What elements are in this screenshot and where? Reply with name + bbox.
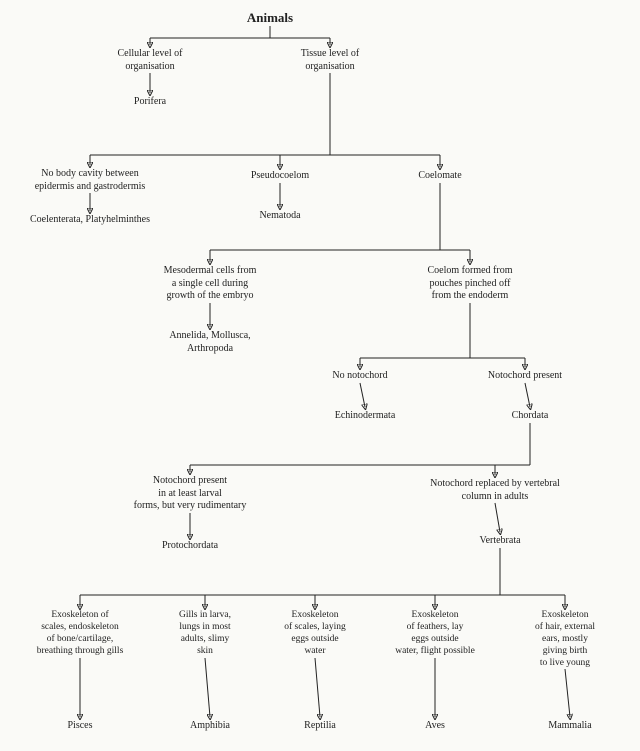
node-echino: Echinodermata bbox=[310, 410, 420, 423]
node-coelomate: Coelomate bbox=[400, 170, 480, 183]
node-chordata: Chordata bbox=[490, 410, 570, 423]
node-vertebrata: Vertebrata bbox=[455, 535, 545, 548]
node-v5: Exoskeletonof hair, externalears, mostly… bbox=[505, 610, 625, 669]
node-tissue: Tissue level oforganisation bbox=[270, 48, 390, 73]
node-v3: Exoskeletonof scales, layingeggs outside… bbox=[265, 610, 365, 658]
node-nematoda: Nematoda bbox=[240, 210, 320, 223]
node-pseudo: Pseudocoelom bbox=[230, 170, 330, 183]
node-notopresent: Notochord present bbox=[460, 370, 590, 383]
node-ann_mol_arth: Annelida, Mollusca,Arthropoda bbox=[145, 330, 275, 355]
node-protochordata: Protochordata bbox=[140, 540, 240, 553]
node-v2: Gills in larva,lungs in mostadults, slim… bbox=[155, 610, 255, 658]
node-pisces: Pisces bbox=[50, 720, 110, 733]
node-replaced: Notochord replaced by vertebralcolumn in… bbox=[395, 478, 595, 503]
node-meso: Mesodermal cells froma single cell durin… bbox=[135, 265, 285, 303]
node-root: Animals bbox=[235, 10, 305, 26]
node-mammalia: Mammalia bbox=[535, 720, 605, 733]
node-reptilia: Reptilia bbox=[290, 720, 350, 733]
node-v1: Exoskeleton ofscales, endoskeletonof bon… bbox=[15, 610, 145, 658]
node-coel_platy: Coelenterata, Platyhelminthes bbox=[0, 214, 180, 227]
node-nonoto: No notochord bbox=[310, 370, 410, 383]
node-amphibia: Amphibia bbox=[175, 720, 245, 733]
node-porifera: Porifera bbox=[115, 96, 185, 109]
node-v4: Exoskeletonof feathers, layeggs outsidew… bbox=[375, 610, 495, 658]
node-pouches: Coelom formed frompouches pinched offfro… bbox=[400, 265, 540, 303]
node-nocavity: No body cavity betweenepidermis and gast… bbox=[10, 168, 170, 193]
node-aves: Aves bbox=[410, 720, 460, 733]
node-cellular: Cellular level oforganisation bbox=[90, 48, 210, 73]
node-larval: Notochord presentin at least larvalforms… bbox=[105, 475, 275, 513]
